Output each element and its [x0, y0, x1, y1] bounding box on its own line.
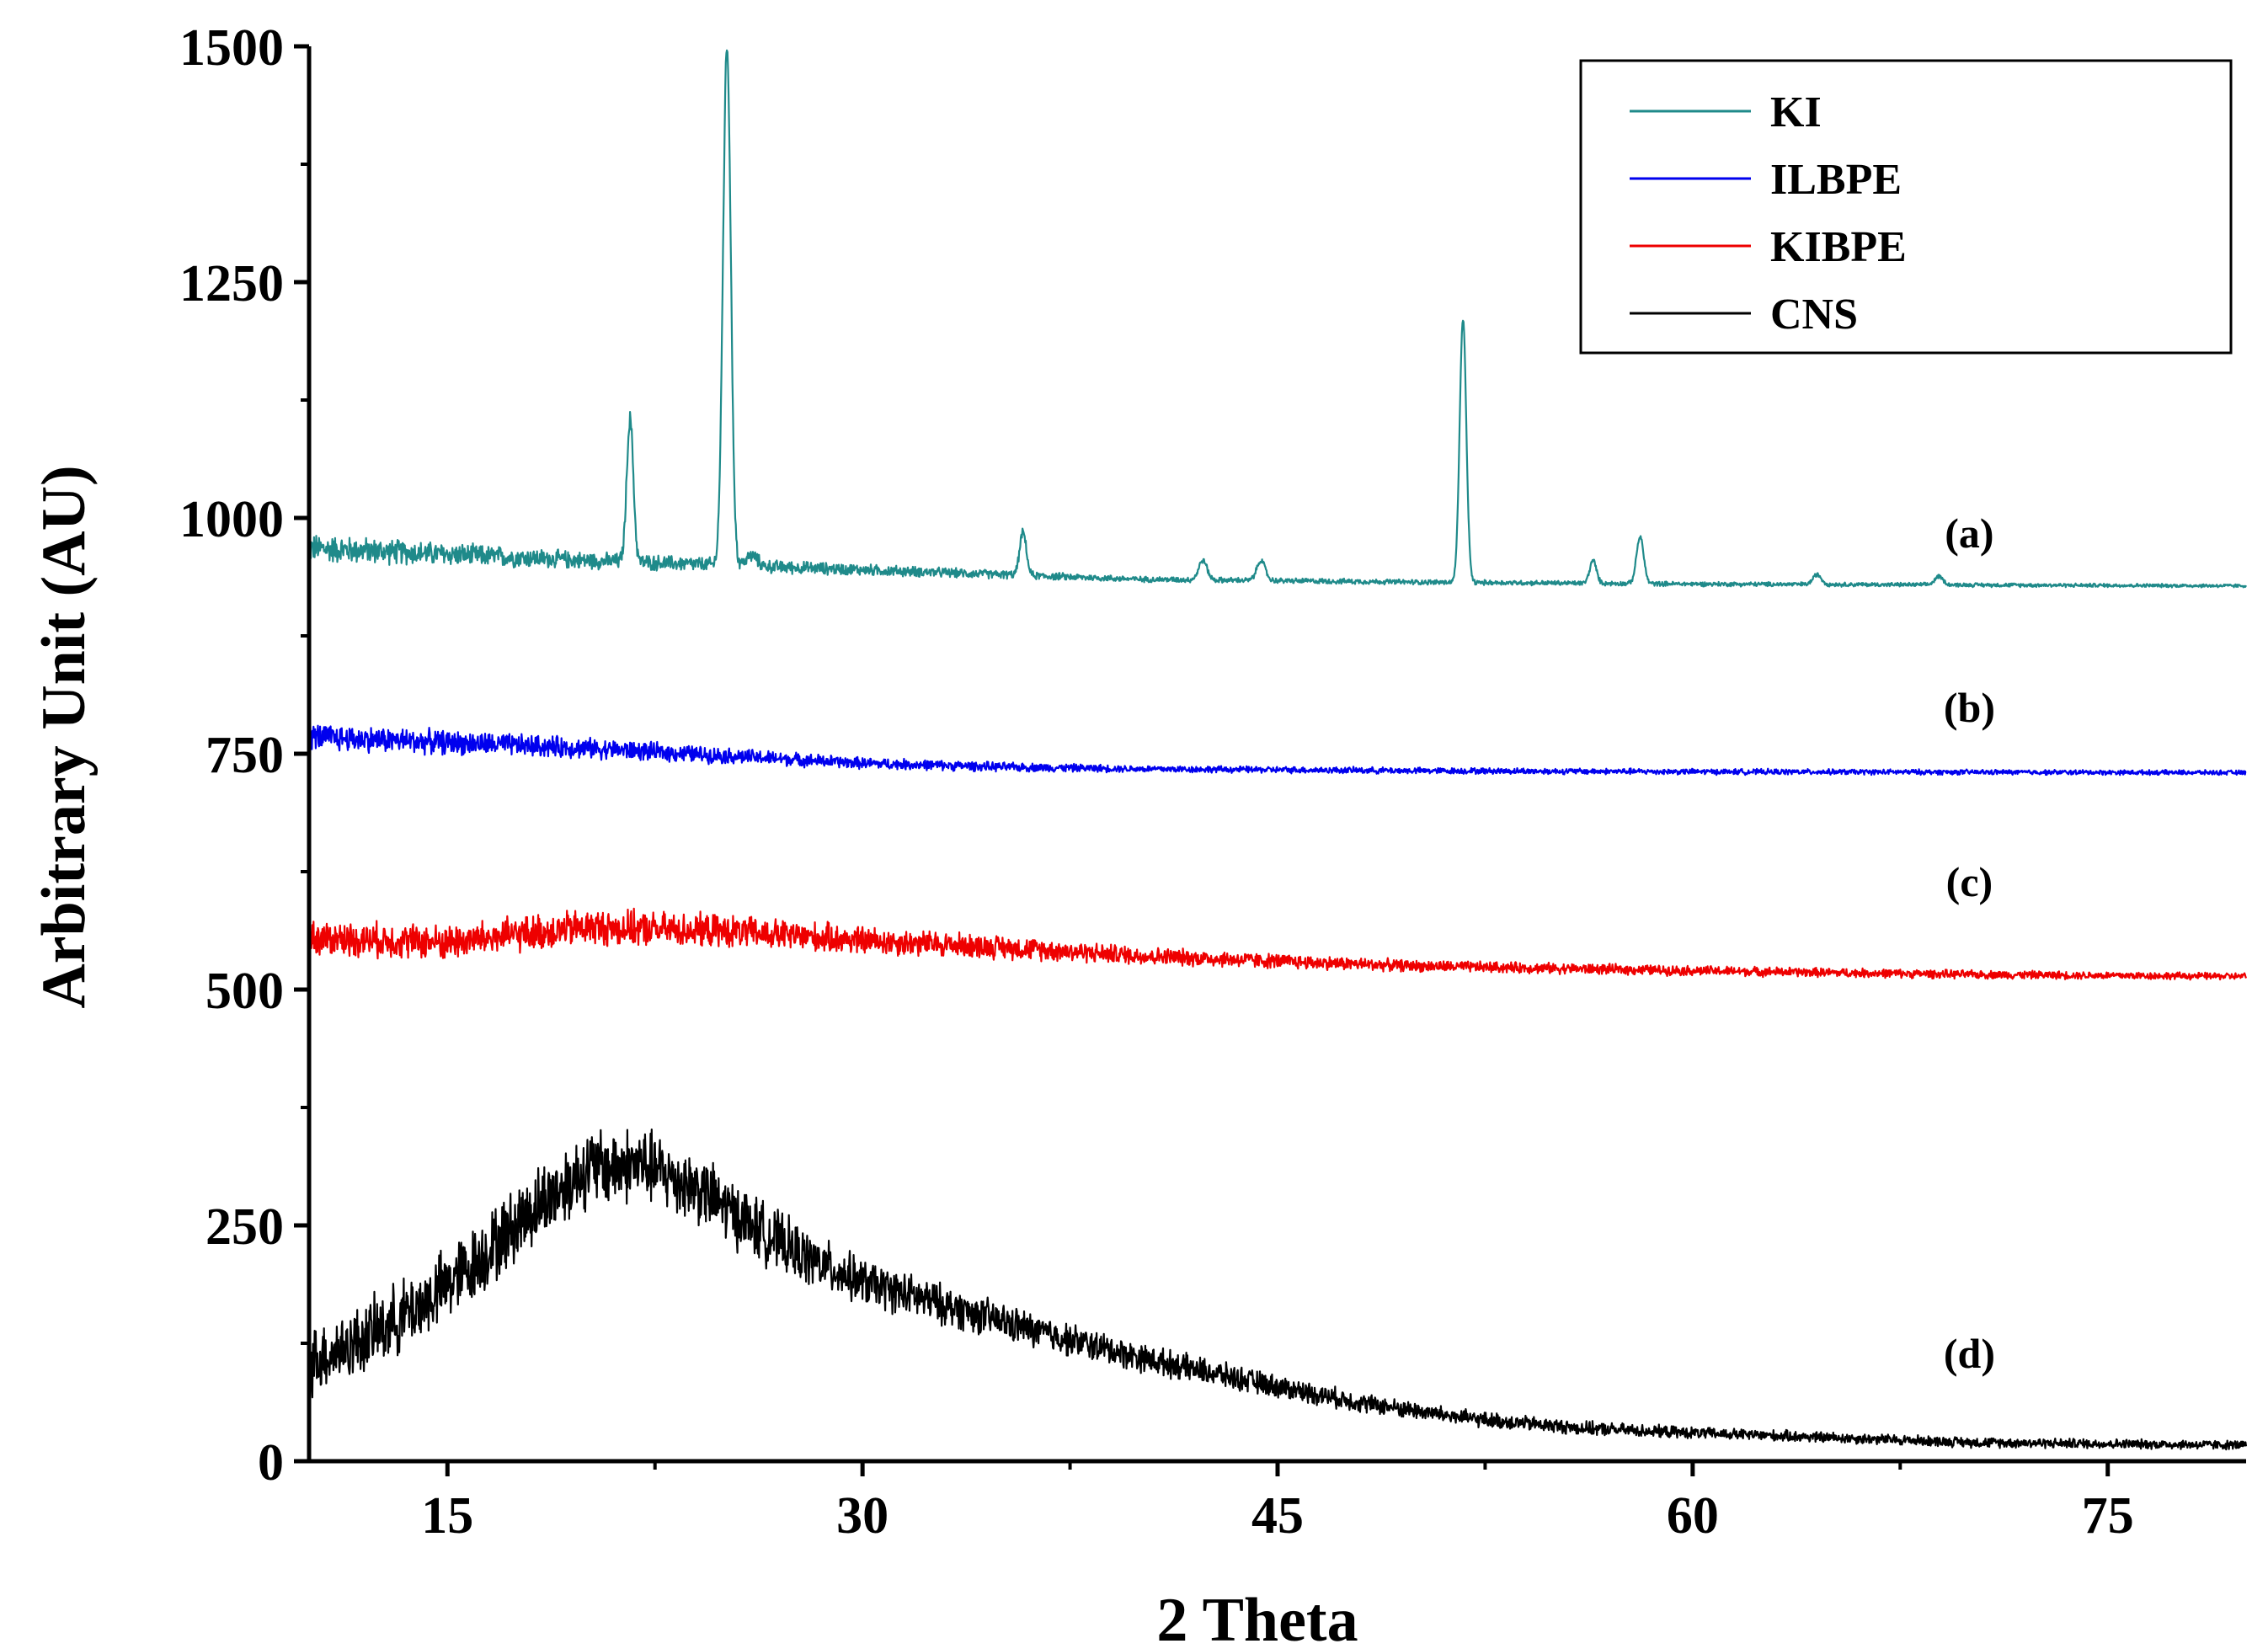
y-axis-title: Arbitrary Unit (AU) — [29, 465, 99, 1008]
y-tick-label: 750 — [205, 727, 284, 784]
y-tick-label: 0 — [258, 1434, 284, 1492]
series-line-ilbpe — [307, 723, 2247, 776]
legend: KI ILBPE KIBPE CNS — [1579, 59, 2233, 355]
axes-layer: 0 250 500 750 1000 1250 1500 15 30 45 60 75 — [179, 19, 2246, 1545]
legend-box — [1579, 59, 2233, 355]
series-line-kibpe — [307, 907, 2248, 981]
series-annotation-kibpe: (c) — [1946, 858, 1993, 905]
y-tick-label: 1250 — [179, 255, 284, 312]
x-axis-title: 2 Theta — [1156, 1586, 1358, 1649]
series-annotation-cns: (d) — [1944, 1330, 1995, 1377]
legend-label-ki: KI — [1770, 88, 1822, 136]
series-annotation-ki: (a) — [1945, 510, 1993, 557]
legend-label-kibpe: KIBPE — [1770, 223, 1907, 271]
y-tick-label: 500 — [205, 963, 284, 1020]
y-tick-label: 250 — [205, 1198, 284, 1256]
x-tick-label: 45 — [1251, 1487, 1304, 1545]
series-annotation-ilbpe: (b) — [1944, 684, 1995, 731]
series-line-cns — [307, 1129, 2248, 1451]
x-tick-label: 30 — [836, 1487, 889, 1545]
series-layer — [307, 49, 2248, 1451]
y-tick-label: 1500 — [179, 19, 284, 77]
legend-label-ilbpe: ILBPE — [1770, 156, 1902, 204]
annotations-layer: (a) (b) (c) (d) — [1944, 510, 1995, 1377]
series-line-ki — [308, 49, 2247, 589]
x-tick-label: 75 — [2082, 1487, 2134, 1545]
legend-label-cns: CNS — [1770, 291, 1858, 339]
x-tick-label: 15 — [421, 1487, 473, 1545]
y-tick-label: 1000 — [179, 491, 284, 548]
x-tick-label: 60 — [1667, 1487, 1719, 1545]
